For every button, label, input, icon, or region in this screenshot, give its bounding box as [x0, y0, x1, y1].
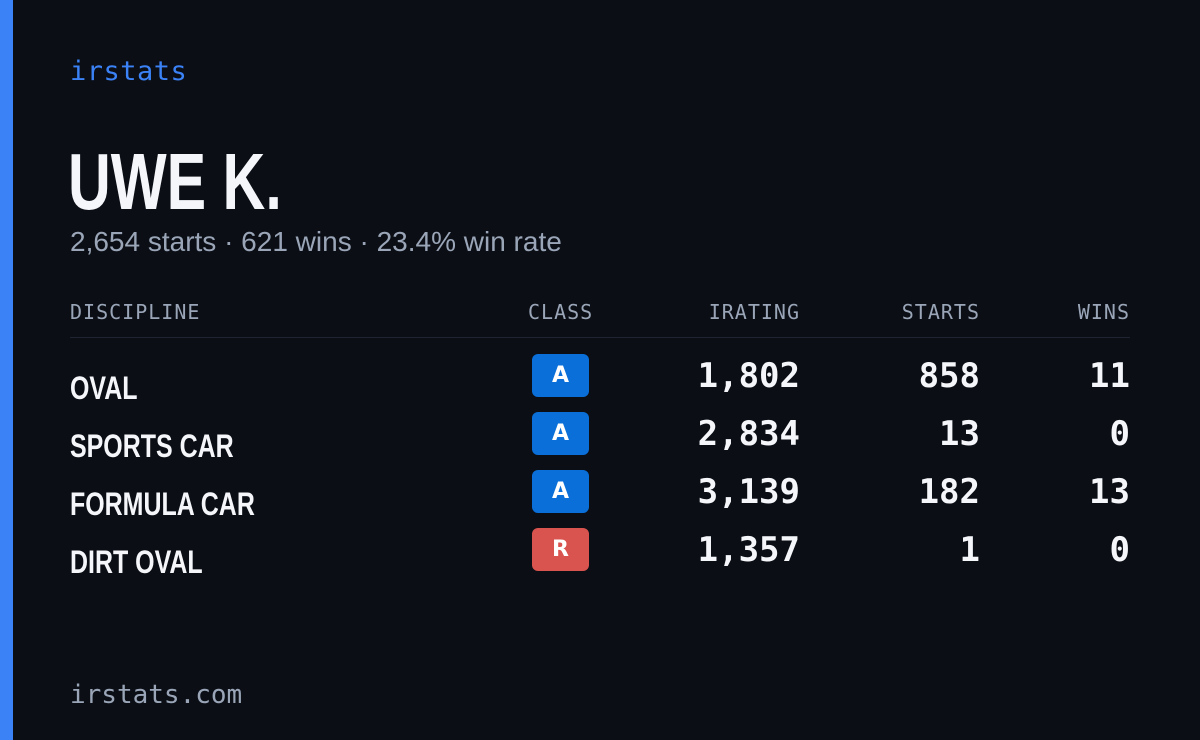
header-discipline: DISCIPLINE	[70, 300, 201, 324]
irating-value: 2,834	[697, 414, 800, 454]
discipline-name: SPORTS CAR	[70, 428, 234, 464]
irating-value: 3,139	[697, 472, 800, 512]
discipline-name: DIRT OVAL	[70, 544, 203, 580]
header-class: CLASS	[528, 300, 594, 324]
starts-value: 858	[918, 356, 980, 396]
header-starts: STARTS	[901, 300, 980, 324]
table-row: OVAL A 1,802 858 11	[70, 354, 1130, 412]
footer-url: irstats.com	[70, 680, 243, 710]
table-header: DISCIPLINE CLASS IRATING STARTS WINS	[70, 298, 1130, 338]
discipline-name: OVAL	[70, 370, 138, 406]
class-badge: R	[532, 528, 589, 571]
header-irating: IRATING	[708, 300, 800, 324]
discipline-name: FORMULA CAR	[70, 486, 255, 522]
wins-value: 0	[1109, 414, 1130, 454]
wins-value: 13	[1089, 472, 1130, 512]
player-name: UWE K.	[68, 137, 282, 226]
header-wins: WINS	[1077, 300, 1130, 324]
wins-value: 11	[1089, 356, 1130, 396]
starts-value: 182	[918, 472, 980, 512]
table-row: SPORTS CAR A 2,834 13 0	[70, 412, 1130, 470]
class-badge: A	[532, 354, 589, 397]
wins-value: 0	[1109, 530, 1130, 570]
accent-bar	[0, 0, 13, 740]
table-row: DIRT OVAL R 1,357 1 0	[70, 528, 1130, 586]
starts-value: 1	[959, 530, 980, 570]
brand-logo: irstats	[70, 56, 188, 87]
class-badge: A	[532, 412, 589, 455]
irating-value: 1,802	[697, 356, 800, 396]
table-body: OVAL A 1,802 858 11 SPORTS CAR A 2,834 1…	[70, 354, 1130, 586]
table-row: FORMULA CAR A 3,139 182 13	[70, 470, 1130, 528]
starts-value: 13	[939, 414, 980, 454]
irating-value: 1,357	[697, 530, 800, 570]
class-badge: A	[532, 470, 589, 513]
player-summary: 2,654 starts · 621 wins · 23.4% win rate	[70, 226, 562, 257]
stats-table: DISCIPLINE CLASS IRATING STARTS WINS OVA…	[70, 298, 1130, 586]
